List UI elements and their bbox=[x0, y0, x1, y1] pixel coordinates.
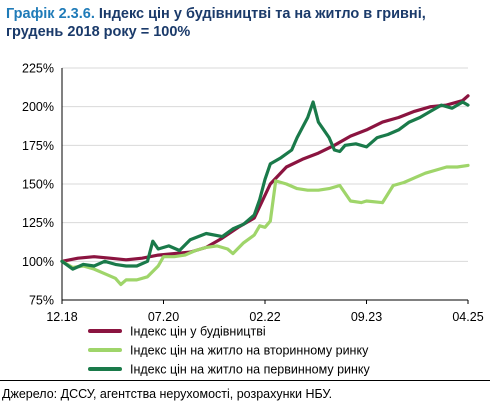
y-tick-label: 200% bbox=[22, 100, 54, 114]
chart-title: Графік 2.3.6. Індекс цін у будівництві т… bbox=[6, 5, 486, 41]
series-line-primary bbox=[60, 100, 470, 271]
x-tick-labels: 12.18 07.20 02.22 09.23 04.25 bbox=[46, 310, 483, 324]
series-line-construction bbox=[60, 94, 470, 263]
y-tick-label: 150% bbox=[22, 178, 54, 192]
x-tick-label: 02.22 bbox=[249, 310, 280, 324]
legend-label: Індекс цін на житло на первинному ринку bbox=[130, 363, 371, 377]
y-tick-label: 75% bbox=[29, 294, 54, 308]
legend-item-secondary: Індекс цін на житло на вторинному ринку bbox=[88, 344, 369, 358]
source-note: Джерело: ДССУ, агентства нерухомості, ро… bbox=[0, 380, 490, 401]
chart-number: Графік 2.3.6. bbox=[6, 6, 95, 22]
x-tick-label: 07.20 bbox=[148, 310, 179, 324]
legend-item-construction: Індекс цін у будівництві bbox=[88, 325, 266, 339]
series-lines bbox=[60, 94, 470, 287]
legend-label: Індекс цін на житло на вторинному ринку bbox=[130, 344, 369, 358]
y-tick-label: 175% bbox=[22, 139, 54, 153]
chart-title-text: Індекс цін у будівництві та на житло в г… bbox=[6, 6, 426, 40]
grid-lines bbox=[62, 67, 468, 262]
y-tick-label: 225% bbox=[22, 62, 54, 76]
y-tick-label: 125% bbox=[22, 216, 54, 230]
line-chart: 75% 100% 125% 150% 175% 200% 225% 12.18 07.20 02… bbox=[22, 62, 484, 377]
axes bbox=[61, 68, 469, 304]
x-tick-label: 04.25 bbox=[452, 310, 483, 324]
y-tick-label: 100% bbox=[22, 255, 54, 269]
legend-label: Індекс цін у будівництві bbox=[130, 325, 266, 339]
series-line-secondary bbox=[60, 163, 470, 287]
legend: Індекс цін у будівництві Індекс цін на жи… bbox=[88, 325, 371, 377]
y-tick-labels: 75% 100% 125% 150% 175% 200% 225% bbox=[22, 62, 54, 308]
x-tick-label: 12.18 bbox=[46, 310, 77, 324]
legend-item-primary: Індекс цін на житло на первинному ринку bbox=[88, 363, 371, 377]
x-tick-label: 09.23 bbox=[351, 310, 382, 324]
